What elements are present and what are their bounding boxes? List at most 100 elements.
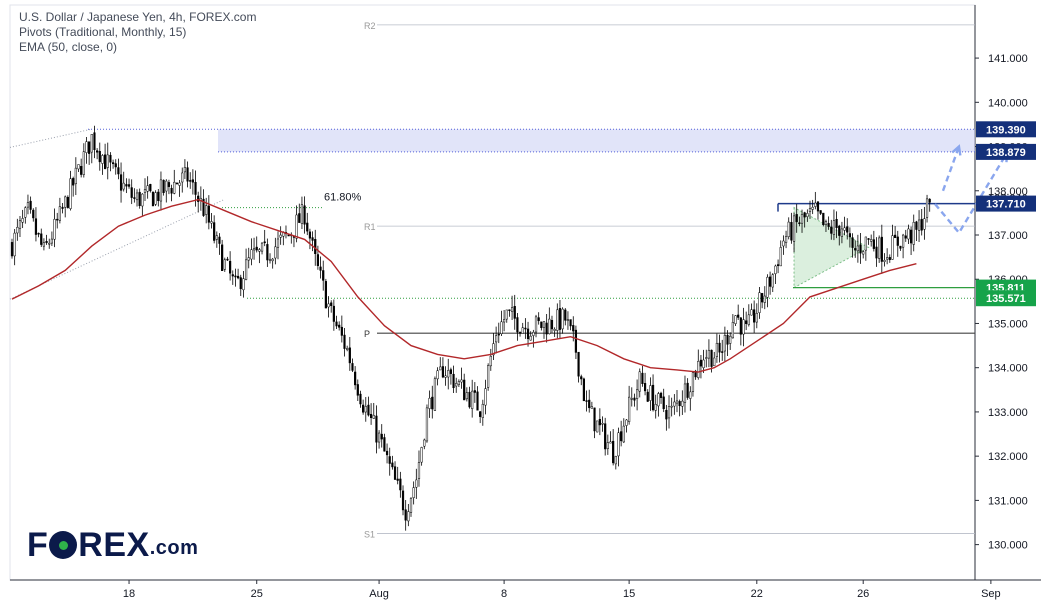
candle-body — [550, 320, 554, 330]
candle-body — [641, 372, 644, 384]
candle-body — [838, 225, 841, 236]
y-tick-label: 135.000 — [988, 318, 1028, 330]
candle-body — [407, 511, 410, 522]
candle-body — [194, 182, 197, 195]
pivot-label-r2: R2 — [364, 21, 376, 31]
candle-body — [883, 259, 886, 262]
candle-body — [667, 406, 671, 419]
candle-body — [596, 420, 599, 433]
candle-body — [98, 151, 101, 163]
candle-body — [183, 167, 187, 173]
candle-body — [505, 309, 508, 320]
candle-body — [260, 242, 264, 252]
candle-body — [630, 398, 633, 400]
candle-body — [723, 335, 726, 352]
candle-body — [489, 355, 492, 367]
candle-body — [58, 206, 61, 221]
candle-body — [508, 309, 511, 311]
plot-area — [9, 4, 976, 581]
candle-body — [74, 167, 77, 185]
candle-body — [665, 409, 668, 420]
candle-body — [40, 233, 43, 245]
candle-body — [473, 390, 476, 393]
candle-body — [585, 400, 588, 402]
candle-body — [673, 401, 676, 407]
candle-body — [561, 308, 564, 330]
candle-body — [776, 264, 780, 267]
candle-body — [308, 231, 312, 239]
channel-upper-line — [9, 128, 92, 148]
candle-body — [798, 222, 801, 224]
candle-body — [401, 490, 405, 511]
candle-body — [364, 406, 367, 413]
candle-body — [151, 191, 155, 207]
candle-body — [907, 228, 910, 240]
candle-body — [96, 150, 99, 153]
candle-body — [590, 406, 593, 409]
candle-body — [399, 478, 402, 491]
candle-body — [16, 227, 19, 234]
candle-body — [737, 314, 740, 318]
y-tick-label: 137.000 — [988, 230, 1028, 242]
candle-body — [205, 205, 208, 215]
candle-body — [867, 238, 870, 240]
x-tick-label: 26 — [857, 588, 869, 600]
candle-body — [213, 222, 216, 241]
candle-body — [628, 396, 631, 422]
candle-body — [699, 359, 703, 367]
candle-body — [593, 407, 596, 432]
candle-body — [125, 184, 128, 187]
candle-body — [300, 204, 304, 224]
pivots-indicator-label: Pivots (Traditional, Monthly, 15) — [19, 25, 187, 39]
candle-body — [447, 370, 450, 378]
candle-body — [854, 248, 857, 251]
candle-body — [143, 189, 147, 193]
candle-body — [633, 397, 636, 401]
candle-body — [122, 182, 125, 190]
y-tick-label: 141.000 — [988, 53, 1028, 65]
candle-body — [436, 370, 439, 380]
candle-body — [287, 234, 290, 237]
candle-body — [252, 248, 256, 251]
y-tick-label: 138.000 — [988, 186, 1028, 198]
candle-body — [303, 205, 306, 225]
y-tick-label: 133.000 — [988, 407, 1028, 419]
candle-body — [524, 327, 527, 330]
candle-body — [64, 196, 67, 208]
candle-body — [564, 309, 567, 321]
candle-body — [894, 234, 897, 239]
candle-body — [231, 274, 234, 277]
x-tick-label: 15 — [623, 588, 635, 600]
candle-body — [859, 244, 862, 254]
candle-body — [830, 226, 833, 234]
candle-body — [69, 178, 72, 209]
candle-body — [298, 213, 301, 223]
candle-body — [133, 197, 136, 199]
candle-body — [412, 487, 415, 498]
candle-body — [609, 441, 612, 444]
candle-body — [875, 246, 878, 259]
candle-body — [835, 218, 838, 228]
candle-body — [10, 242, 14, 257]
candle-body — [409, 497, 413, 513]
candle-body — [710, 349, 713, 367]
candle-body — [244, 259, 248, 280]
candle-body — [167, 182, 171, 187]
candle-body — [622, 425, 625, 443]
candle-body — [186, 167, 189, 182]
x-tick-label: Sep — [981, 588, 1001, 600]
candle-body — [197, 195, 200, 202]
candle-body — [135, 192, 139, 201]
candle-body — [582, 378, 585, 402]
candle-body — [721, 351, 724, 353]
candle-body — [93, 132, 96, 150]
candle-body — [553, 328, 556, 331]
candle-body — [279, 234, 282, 238]
candle-body — [779, 247, 782, 267]
candle-body — [465, 392, 468, 400]
candle-body — [348, 347, 351, 364]
candle-body — [848, 233, 851, 238]
y-tick-label: 131.000 — [988, 495, 1028, 507]
candle-body — [795, 214, 798, 223]
